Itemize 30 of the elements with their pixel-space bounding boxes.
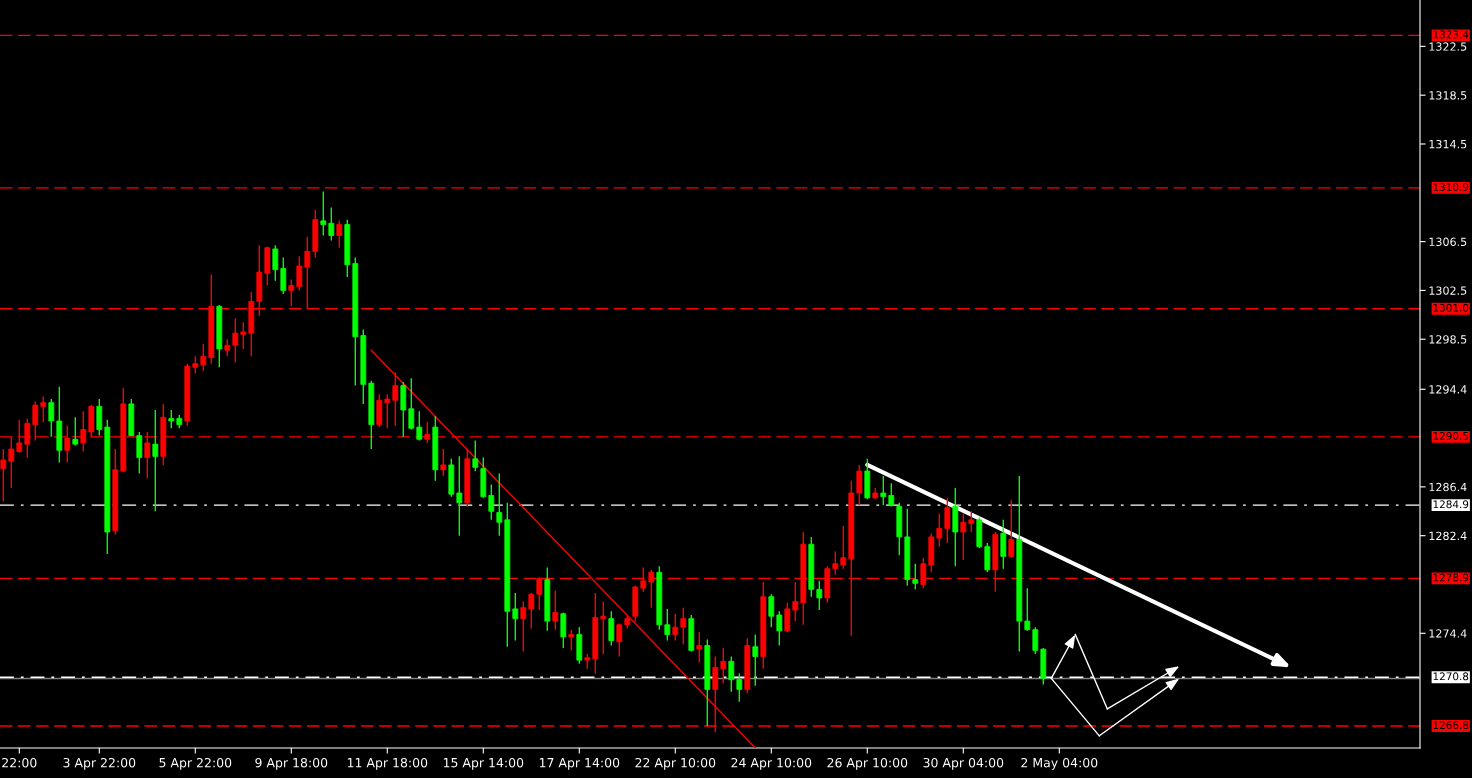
x-tick-label: 9 Apr 18:00 [255, 757, 328, 770]
x-tick-label: 15 Apr 14:00 [443, 757, 524, 770]
x-tick-label: 2 May 04:00 [1021, 757, 1098, 770]
x-tick-label: 30 Apr 04:00 [923, 757, 1004, 770]
ref-line-label: 1266.8 [1433, 721, 1469, 730]
ref-line-label: 1323.4 [1433, 30, 1469, 39]
ref-line-label: 1278.9 [1433, 573, 1469, 582]
x-tick-label: 5 Apr 22:00 [159, 757, 232, 770]
x-tick-label: 22 Apr 10:00 [635, 757, 716, 770]
y-tick-label: 1298.5 [1429, 335, 1467, 344]
x-tick-label: 26 Apr 10:00 [827, 757, 908, 770]
ref-line-label: 1290.5 [1433, 431, 1469, 440]
y-tick-label: 1274.4 [1429, 629, 1467, 638]
y-tick-label: 1286.4 [1429, 482, 1467, 492]
ref-line-label: 1270.8 [1433, 672, 1469, 681]
y-tick-label: 1302.5 [1429, 286, 1467, 295]
x-tick-label: 11 Apr 18:00 [347, 757, 428, 770]
ref-line-label: 1310.9 [1433, 183, 1469, 191]
y-tick-label: 1322.5 [1429, 42, 1467, 51]
ref-line-label: 1301.0 [1433, 303, 1469, 312]
x-tick-label: 24 Apr 10:00 [731, 757, 812, 770]
x-tick-label: 3 Apr 22:00 [63, 757, 136, 770]
y-tick-label: 1294.4 [1429, 385, 1467, 394]
ref-line-label: 1284.9 [1433, 500, 1469, 509]
y-tick-label: 1306.5 [1429, 237, 1467, 246]
x-tick-label: 22:00 [2, 757, 37, 768]
x-tick-label: 17 Apr 14:00 [539, 757, 620, 770]
y-tick-label: 1318.5 [1429, 91, 1467, 100]
y-tick-label: 1314.5 [1429, 139, 1467, 149]
y-tick-label: 1282.4 [1429, 531, 1467, 541]
